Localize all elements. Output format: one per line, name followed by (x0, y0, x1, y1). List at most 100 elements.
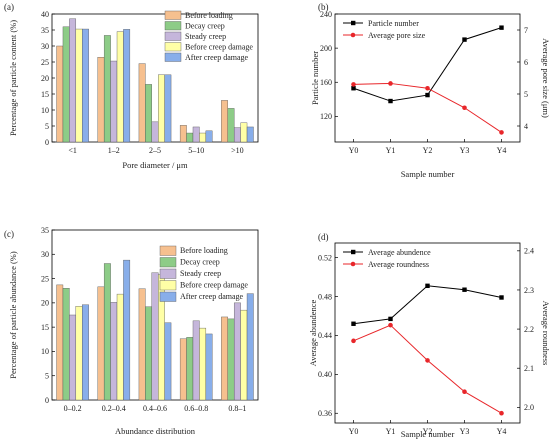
x-tick-label: Y4 (497, 146, 507, 155)
data-point (499, 410, 504, 416)
x-tick-label: 0.2–0.4 (102, 404, 126, 413)
bar (205, 333, 213, 401)
y-tick-label: 0.40 (318, 370, 332, 379)
y-tick-label: 0.44 (318, 331, 332, 340)
x-tick-label: Y3 (460, 146, 470, 155)
legend-marker (351, 20, 356, 26)
panel-d: (d) 0.36 0.40 0.44 0.48 0.52 2.0 2.1 2.2 2.3 2.4 Y0… (308, 232, 550, 439)
panel-label: (a) (4, 2, 14, 12)
x-tick-label: Y1 (386, 146, 396, 155)
y2-tick-label: 2.4 (524, 247, 534, 256)
legend-marker (351, 249, 356, 255)
bar (186, 132, 194, 143)
bar (179, 125, 187, 143)
x-axis-label: Sample number (401, 429, 455, 439)
y-tick-label: 0 (45, 138, 49, 147)
legend-label: After creep damage (185, 53, 249, 62)
y-tick-label: 5 (45, 372, 49, 381)
bar (82, 28, 89, 143)
legend-swatch (164, 10, 182, 20)
y-tick-label: 200 (320, 44, 332, 53)
y-tick-label: 15 (41, 323, 49, 332)
bar (205, 130, 213, 143)
legend-label: After creep damage (180, 292, 244, 301)
x-tick-label: 2–5 (149, 146, 161, 155)
x-tick-label: <1 (68, 146, 77, 155)
y-tick-label: 0.48 (318, 292, 332, 301)
bar (240, 309, 248, 401)
legend-label: Average roundness (368, 260, 429, 269)
bar (151, 121, 159, 143)
x-tick-label: Y4 (497, 427, 507, 436)
bar (110, 60, 118, 143)
x-axis-label: Pore diameter / μm (122, 160, 188, 170)
bar (62, 26, 70, 143)
bar (145, 306, 152, 401)
data-point (499, 295, 504, 300)
bar (199, 132, 207, 143)
x-tick-label: >10 (231, 146, 244, 155)
x-tick-label: 1–2 (108, 146, 120, 155)
bar (56, 284, 64, 401)
y2-tick-label: 4 (524, 122, 528, 131)
bar (199, 327, 207, 401)
bar (116, 293, 124, 401)
bar (69, 18, 77, 143)
bar (97, 286, 105, 401)
y-tick-label: 25 (41, 274, 49, 283)
bar (221, 100, 228, 143)
y2-tick-label: 6 (524, 58, 528, 67)
data-point (425, 358, 430, 363)
bar (123, 259, 131, 401)
panel-b: (b) 120 160 200 240 4 5 6 7 Y0 Y1 Y2 Y3 Y4 Sample numb… (310, 2, 550, 179)
y-tick-label: 0 (45, 396, 49, 405)
y-tick-label: 25 (41, 58, 49, 67)
bar (110, 302, 118, 401)
x-tick-label: 0.4–0.6 (143, 404, 167, 413)
y-tick-label: 120 (320, 112, 332, 121)
legend-swatch (159, 257, 177, 268)
y-tick-label: 30 (41, 250, 49, 259)
y-axis-label: Percentage of particle abundance (%) (8, 251, 18, 379)
bar (246, 126, 254, 143)
x-tick-label: Y2 (423, 146, 433, 155)
legend-label: Average abundence (368, 248, 431, 257)
x-tick-label: Y3 (460, 427, 470, 436)
y-tick-label: 35 (41, 26, 49, 35)
data-point (499, 25, 504, 30)
x-tick-label: Y1 (386, 427, 396, 436)
legend-label: Before creep damage (185, 43, 253, 52)
legend-label: Before loading (180, 246, 228, 255)
x-tick-label: Y2 (423, 427, 433, 436)
y-tick-label: 15 (41, 90, 49, 99)
legend-label: Decay creep (185, 22, 225, 31)
y2-axis-label: Average roundness (541, 301, 550, 366)
bar (186, 337, 194, 401)
panel-label: (d) (318, 232, 329, 242)
data-point (425, 283, 430, 289)
x-tick-label: Y0 (349, 427, 359, 436)
y-tick-label: 160 (320, 78, 332, 87)
series-line (353, 82, 502, 133)
y-tick-label: 35 (41, 226, 49, 235)
legend-swatch (159, 268, 177, 279)
legend-label: Steady creep (180, 269, 221, 278)
data-point (462, 389, 467, 394)
x-tick-label: 0–0.2 (64, 404, 82, 413)
y-axis-label: Average abundence (308, 299, 318, 366)
bar (221, 316, 228, 401)
data-point (351, 82, 356, 87)
y-tick-label: 5 (45, 122, 49, 131)
bar (158, 74, 165, 143)
legend-label: Steady creep (185, 32, 226, 41)
legend-swatch (159, 280, 177, 291)
bar (82, 304, 89, 401)
data-point (351, 86, 356, 91)
panel-label: (c) (4, 229, 14, 239)
y2-axis-label: Average pore size (μm) (541, 38, 550, 118)
y-axis-label: Percentage of particle content (%) (8, 20, 18, 136)
bar (164, 322, 172, 401)
data-point (499, 130, 504, 135)
bar (138, 288, 146, 401)
